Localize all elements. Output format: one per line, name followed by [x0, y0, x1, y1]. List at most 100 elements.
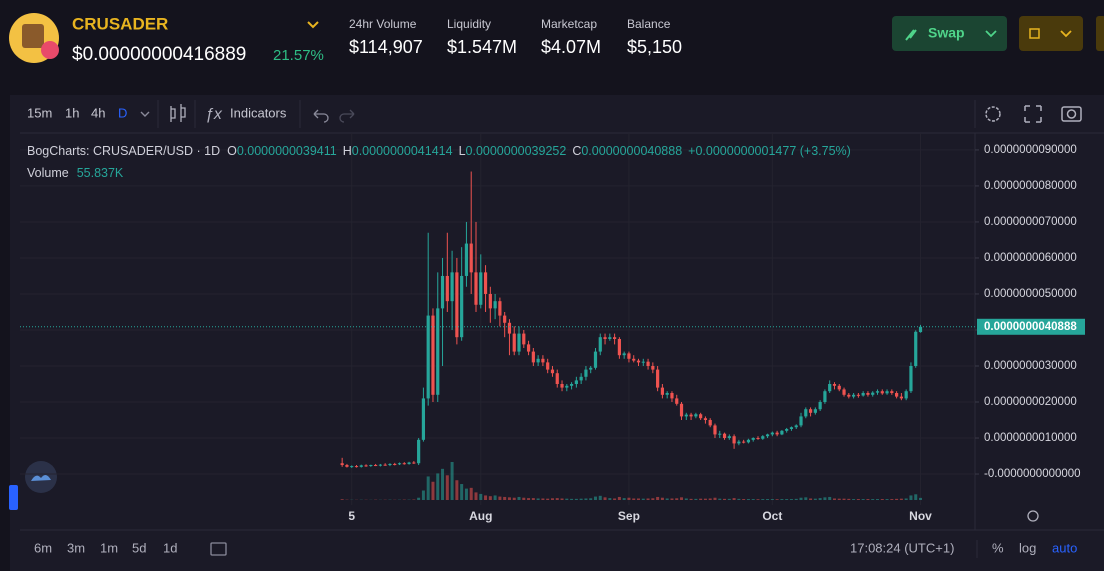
- menu-button[interactable]: [1096, 16, 1104, 51]
- swap-label[interactable]: Swap: [928, 25, 965, 41]
- last-price-label: 0.0000000040888: [984, 321, 1077, 333]
- volume-bar: [517, 496, 521, 500]
- wallet-dropdown: [1060, 30, 1072, 38]
- volume-bar: [723, 498, 727, 500]
- range-button[interactable]: 3m: [67, 540, 85, 555]
- range-button[interactable]: 5d: [132, 540, 146, 555]
- candle-body: [421, 398, 426, 440]
- scale-option[interactable]: log: [1019, 540, 1036, 555]
- x-tick-label: Sep: [618, 509, 640, 523]
- wallet-button[interactable]: [1019, 16, 1083, 51]
- volume-bar: [450, 462, 454, 500]
- interval-tab[interactable]: 1h: [65, 105, 79, 120]
- axis-settings-icon[interactable]: [1027, 510, 1039, 522]
- range-button[interactable]: 6m: [34, 540, 52, 555]
- candle-body: [842, 389, 846, 395]
- candle-body: [455, 272, 459, 338]
- volume-bar: [799, 497, 803, 500]
- candle-body: [684, 414, 688, 417]
- undo-icon[interactable]: [313, 109, 329, 123]
- candle-body: [808, 409, 813, 413]
- screenshot-lens: [1066, 109, 1077, 119]
- volume-bar: [904, 498, 908, 500]
- volume-bar: [441, 468, 445, 500]
- indicators-button[interactable]: Indicators: [230, 105, 287, 120]
- interval-tab[interactable]: 15m: [27, 105, 52, 120]
- candle-body: [397, 463, 402, 465]
- volume-bar: [919, 497, 923, 500]
- favorite-badge[interactable]: [41, 41, 59, 59]
- volume-bar: [464, 488, 468, 500]
- swap-button[interactable]: [892, 16, 1007, 51]
- candle-body: [880, 391, 884, 394]
- indicators-icon[interactable]: ƒx: [205, 106, 223, 123]
- y-tick-label: 0.0000000050000: [984, 288, 1077, 300]
- scale-option[interactable]: auto: [1052, 540, 1077, 555]
- range-button[interactable]: 1d: [163, 540, 177, 555]
- volume-bar: [541, 498, 545, 500]
- ohlc-key: O: [227, 144, 237, 158]
- sidebar-handle[interactable]: [9, 485, 18, 510]
- candle-body: [622, 353, 626, 356]
- stat-value: $1.547M: [447, 37, 517, 57]
- bogcharts-logo[interactable]: [25, 461, 57, 493]
- candle-body: [665, 393, 669, 395]
- candle-body: [918, 326, 923, 333]
- token-dropdown[interactable]: [307, 21, 319, 29]
- volume-bar: [646, 498, 650, 500]
- candle-body: [761, 436, 765, 439]
- swap-dropdown[interactable]: [985, 30, 997, 38]
- volume-bar: [617, 496, 621, 500]
- candle-body: [861, 393, 865, 396]
- volume-bar: [818, 498, 822, 500]
- candle-body: [464, 243, 469, 276]
- settings-icon[interactable]: [985, 106, 1001, 122]
- volume-bar: [675, 498, 679, 500]
- candle-body: [689, 414, 693, 417]
- candle-body: [847, 394, 851, 397]
- fullscreen-icon[interactable]: [1024, 105, 1042, 123]
- chart-panel: [10, 95, 1104, 571]
- volume-bar: [579, 498, 583, 500]
- candle-body: [613, 337, 617, 339]
- candle-body: [498, 301, 502, 316]
- volume-bar: [555, 498, 559, 500]
- volume-bar: [426, 476, 430, 500]
- candle-body: [789, 427, 794, 430]
- volume-bar: [895, 498, 899, 500]
- volume-bar: [670, 498, 674, 500]
- chart-legend: BogCharts: CRUSADER/USD · 1D O0.000000003…: [27, 144, 851, 158]
- ohlc-value: 0.0000000040888: [581, 144, 682, 158]
- scale-option[interactable]: %: [992, 540, 1004, 555]
- volume-bar: [436, 473, 440, 500]
- stat-label: 24hr Volume: [349, 17, 417, 31]
- candle-body: [856, 394, 860, 396]
- volume-bar: [890, 499, 894, 500]
- candle-body: [670, 393, 674, 399]
- interval-tab[interactable]: D: [118, 105, 127, 120]
- candle-body: [756, 438, 760, 440]
- candle-body: [742, 441, 746, 443]
- candle-body: [646, 361, 650, 366]
- candle-body: [722, 433, 727, 439]
- date-range-icon[interactable]: [210, 542, 227, 556]
- candle-body: [417, 439, 421, 464]
- interval-dropdown[interactable]: [140, 111, 150, 117]
- redo-icon: [339, 109, 355, 123]
- y-tick-label: 0.0000000080000: [984, 180, 1077, 192]
- volume-bar: [598, 495, 602, 500]
- candle-body: [589, 367, 593, 370]
- candle-body: [388, 463, 392, 466]
- volume-bar: [512, 497, 516, 500]
- range-button[interactable]: 1m: [100, 540, 118, 555]
- volume-bar: [522, 497, 526, 500]
- price-change-legend: +0.0000000001477 (+3.75%): [688, 144, 851, 158]
- volume-bar: [727, 498, 731, 500]
- candle-body: [584, 369, 588, 377]
- screenshot-icon[interactable]: [1061, 106, 1082, 122]
- volume-bar: [708, 498, 712, 500]
- interval-tab[interactable]: 4h: [91, 105, 105, 120]
- chart-type-icon[interactable]: [170, 104, 186, 122]
- candle-body: [909, 365, 913, 392]
